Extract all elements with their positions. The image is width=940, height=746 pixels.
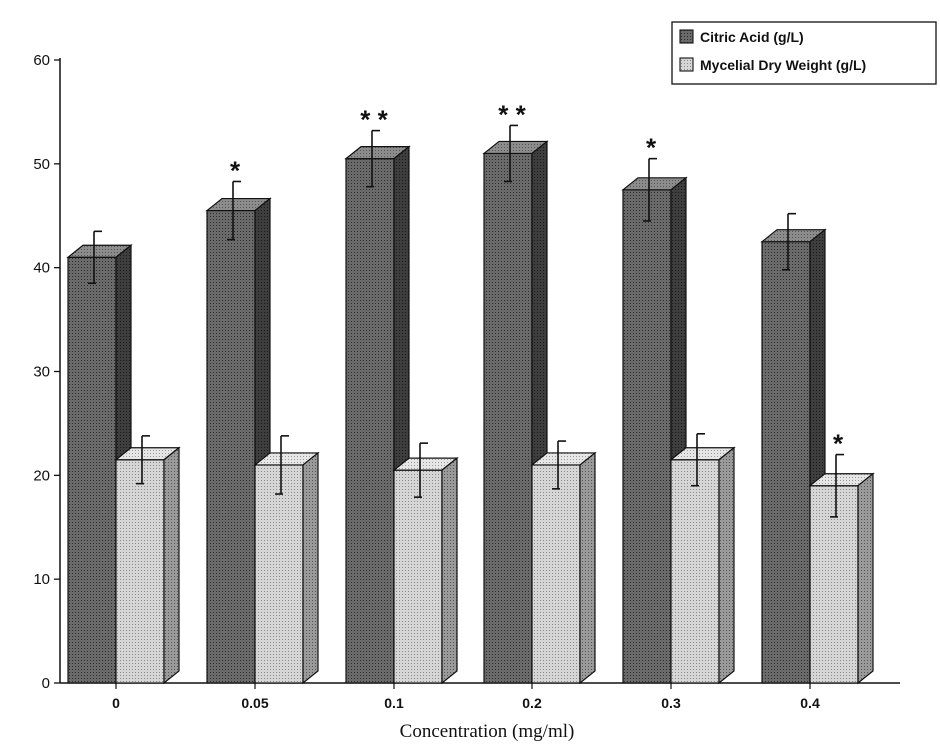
legend-label: Citric Acid (g/L) xyxy=(700,29,804,45)
bar-side xyxy=(302,451,319,685)
x-axis-label: Concentration (mg/ml) xyxy=(400,721,575,742)
bar-front xyxy=(115,459,165,684)
x-tick-label: 0.3 xyxy=(661,695,681,711)
bar-front xyxy=(670,459,720,684)
y-tick-label: 10 xyxy=(33,571,50,588)
bar xyxy=(114,446,181,685)
bar-front xyxy=(809,485,859,684)
significance-marker: * xyxy=(230,155,241,185)
legend-swatch xyxy=(679,57,694,72)
error-bar xyxy=(366,129,380,188)
axes: 0 10 20 30 40 50 60 0 0.05 0.1 0.2 0.3 0.4 xyxy=(33,52,900,711)
error-bar xyxy=(830,453,844,518)
y-tick-label: 30 xyxy=(33,364,50,381)
x-tick-label: 0.1 xyxy=(384,695,404,711)
bar-front xyxy=(483,152,533,684)
bar-front xyxy=(393,469,443,684)
error-bar xyxy=(275,435,289,495)
legend-label: Mycelial Dry Weight (g/L) xyxy=(700,57,866,73)
legend-box xyxy=(671,21,937,85)
bar xyxy=(392,456,459,685)
bar-front xyxy=(67,256,117,684)
bar xyxy=(669,446,736,685)
bar-front xyxy=(254,464,304,684)
bar xyxy=(808,472,875,685)
y-tick-label: 40 xyxy=(33,260,50,277)
y-tick-label: 20 xyxy=(33,467,50,484)
error-bar xyxy=(227,180,241,241)
y-tick-label: 0 xyxy=(42,675,50,692)
y-tick-label: 50 xyxy=(33,156,50,173)
bar-side xyxy=(718,446,735,685)
error-bar xyxy=(643,157,657,222)
bar-side xyxy=(579,451,596,685)
bar-front xyxy=(206,209,256,684)
bars: * * * * * * * xyxy=(66,99,875,685)
bar-front xyxy=(761,241,811,684)
error-bar xyxy=(88,230,102,285)
bar-front xyxy=(531,464,581,684)
error-bar xyxy=(414,442,428,498)
error-bar xyxy=(136,435,150,485)
significance-marker: * * xyxy=(360,105,388,135)
bar-front xyxy=(622,189,672,684)
y-tick-label: 60 xyxy=(33,52,50,69)
bar-side xyxy=(441,456,458,685)
x-tick-label: 0.2 xyxy=(522,695,542,711)
bar-side xyxy=(163,446,180,685)
bar xyxy=(253,451,320,685)
error-bar xyxy=(552,440,566,490)
significance-marker: * xyxy=(833,429,844,459)
significance-marker: * * xyxy=(498,99,526,129)
significance-marker: * xyxy=(646,133,657,163)
x-tick-label: 0.4 xyxy=(800,695,820,711)
x-tick-label: 0 xyxy=(112,695,120,711)
legend: Citric Acid (g/L) Mycelial Dry Weight (g/… xyxy=(671,21,937,85)
x-tick-label: 0.05 xyxy=(241,695,268,711)
legend-swatch xyxy=(679,29,694,44)
error-bar xyxy=(504,124,518,183)
error-bar xyxy=(782,212,796,271)
error-bar xyxy=(691,432,705,487)
bar xyxy=(530,451,597,685)
bar-side xyxy=(857,472,874,685)
bar-front xyxy=(345,158,395,684)
